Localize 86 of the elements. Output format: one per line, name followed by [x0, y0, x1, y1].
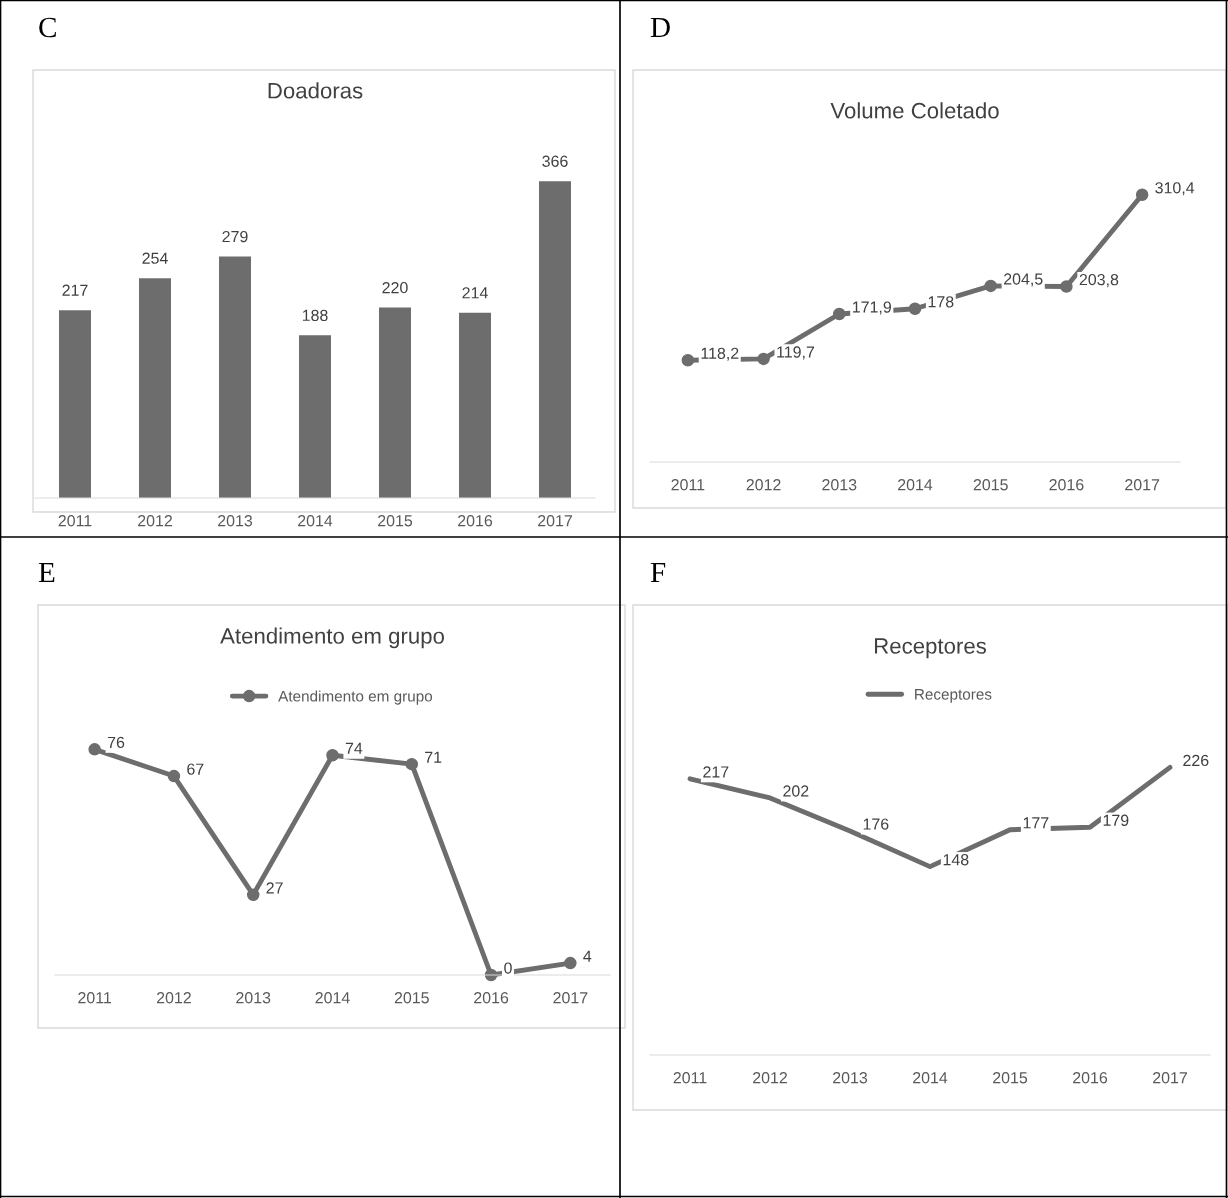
x-tick-label: 2015	[378, 515, 413, 527]
point	[405, 757, 419, 771]
data-label: 178	[928, 296, 954, 308]
bar	[299, 335, 331, 498]
x-tick-label: 2013	[236, 992, 271, 1004]
x-tick-label: 2017	[538, 515, 572, 527]
bar	[59, 310, 91, 498]
x-tick-label: 2014	[913, 1072, 948, 1084]
data-label: 217	[62, 284, 88, 296]
data-label: 67	[187, 763, 204, 775]
x-tick-label: 2015	[394, 992, 429, 1004]
data-label: 27	[266, 882, 283, 894]
x-tick-label: 2014	[315, 992, 350, 1004]
x-tick-label: 2016	[1049, 479, 1084, 491]
x-tick-label: 2014	[298, 515, 333, 527]
point	[246, 888, 260, 902]
data-label: 202	[783, 785, 809, 797]
bar	[139, 278, 171, 498]
x-tick-label: 2014	[898, 479, 933, 491]
x-tick-label: 2017	[553, 992, 588, 1004]
data-label: 0	[504, 962, 512, 974]
point	[681, 353, 695, 367]
x-tick-label: 2015	[993, 1072, 1028, 1084]
data-label: 214	[462, 287, 488, 299]
x-tick-label: 2017	[1153, 1072, 1187, 1084]
x-tick-label: 2012	[156, 992, 191, 1004]
data-label: 118,2	[701, 347, 739, 361]
data-label: 204,5	[1004, 273, 1043, 287]
data-label: 71	[425, 751, 442, 763]
x-tick-label: 2011	[673, 1072, 707, 1084]
point	[1060, 280, 1073, 293]
point	[833, 307, 846, 321]
x-tick-label: 2011	[671, 479, 705, 491]
chart-title: Atendimento em grupo	[220, 627, 444, 649]
text: E	[38, 562, 55, 583]
text: D	[650, 17, 670, 38]
x-tick-label: 2017	[1125, 479, 1160, 491]
bar	[379, 307, 411, 498]
data-label: 148	[943, 854, 969, 866]
data-label: 279	[222, 230, 248, 243]
point	[88, 743, 101, 756]
data-label: 4	[583, 950, 592, 962]
data-label: 171,9	[853, 301, 891, 315]
point	[757, 352, 770, 366]
chart-title: Volume Coletado	[830, 102, 999, 119]
data-label: 119,7	[777, 346, 815, 360]
text: F	[650, 562, 666, 583]
x-tick-label: 2011	[78, 992, 112, 1004]
point	[984, 279, 997, 293]
x-tick-label: 2012	[753, 1072, 787, 1084]
x-tick-label: 2015	[973, 479, 1008, 491]
point	[1135, 188, 1149, 201]
data-label: 188	[302, 309, 328, 321]
data-label: 176	[863, 818, 889, 830]
legend-label: Atendimento em grupo	[278, 690, 433, 705]
data-label: 310,4	[1155, 182, 1195, 196]
data-label: 366	[542, 155, 568, 167]
x-tick-label: 2016	[458, 515, 493, 527]
text: C	[39, 17, 56, 38]
point	[167, 769, 181, 783]
data-label: 220	[382, 281, 408, 294]
point	[564, 956, 577, 970]
x-tick-label: 2012	[746, 479, 781, 491]
x-tick-label: 2013	[833, 1072, 868, 1084]
data-label: 203,8	[1079, 273, 1119, 288]
data-label: 74	[345, 742, 363, 754]
data-label: 76	[107, 736, 125, 749]
chart-title: Doadoras	[268, 82, 363, 99]
data-label: 179	[1103, 814, 1129, 826]
legend-label: Receptores	[915, 689, 992, 703]
data-label: 217	[703, 766, 729, 778]
bar	[219, 256, 251, 498]
x-tick-label: 2016	[474, 992, 509, 1004]
bar	[539, 181, 571, 498]
x-tick-label: 2013	[218, 515, 253, 527]
chart-title: Receptores	[875, 638, 987, 659]
point	[326, 749, 339, 762]
data-label: 254	[142, 252, 168, 264]
bar	[459, 312, 491, 498]
data-label: 226	[1183, 754, 1209, 767]
data-label: 177	[1023, 817, 1049, 829]
x-tick-label: 2013	[822, 479, 857, 491]
point	[908, 302, 922, 315]
x-tick-label: 2016	[1073, 1072, 1108, 1084]
x-tick-label: 2012	[138, 515, 172, 527]
x-tick-label: 2011	[58, 515, 92, 527]
